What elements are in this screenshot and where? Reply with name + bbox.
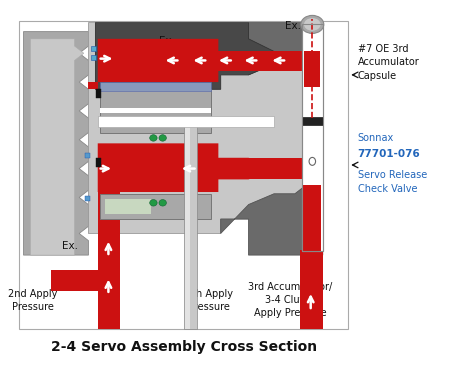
Polygon shape xyxy=(24,31,89,255)
Bar xyxy=(98,116,274,127)
Text: Servo Release
Check Valve: Servo Release Check Valve xyxy=(357,171,427,194)
Bar xyxy=(96,158,101,167)
Text: 3rd Accumulator/
3-4 Clutch
Apply Pressure: 3rd Accumulator/ 3-4 Clutch Apply Pressu… xyxy=(248,282,332,318)
Polygon shape xyxy=(98,39,274,82)
Polygon shape xyxy=(221,23,323,255)
Text: 2-4 Servo Assembly Cross Section: 2-4 Servo Assembly Cross Section xyxy=(51,340,317,354)
Bar xyxy=(304,52,320,87)
Bar xyxy=(219,158,307,179)
Text: Ex.: Ex. xyxy=(284,21,301,31)
Bar xyxy=(51,270,98,291)
Bar xyxy=(100,194,211,219)
Bar xyxy=(91,55,96,60)
Text: Ex.: Ex. xyxy=(62,241,78,251)
Ellipse shape xyxy=(159,135,166,141)
Polygon shape xyxy=(95,23,274,89)
Bar xyxy=(302,25,323,251)
Bar xyxy=(85,196,90,201)
Bar xyxy=(98,192,120,329)
Bar xyxy=(85,153,90,158)
Ellipse shape xyxy=(159,199,166,206)
Polygon shape xyxy=(98,143,274,192)
Bar xyxy=(185,125,190,329)
Bar xyxy=(302,117,323,125)
Bar xyxy=(91,46,96,52)
Ellipse shape xyxy=(304,18,321,31)
Bar xyxy=(304,87,320,118)
Text: 4th Apply
Pressure: 4th Apply Pressure xyxy=(186,288,233,312)
Bar xyxy=(19,21,348,329)
Text: 77701-076: 77701-076 xyxy=(357,149,420,159)
Text: #7 OE 3rd
Accumulator
Capsule: #7 OE 3rd Accumulator Capsule xyxy=(357,44,419,81)
Polygon shape xyxy=(89,23,309,234)
Bar xyxy=(100,108,211,113)
Bar xyxy=(105,199,151,214)
Text: Sonnax: Sonnax xyxy=(357,132,394,142)
Ellipse shape xyxy=(150,135,157,141)
Text: 2nd Apply
Pressure: 2nd Apply Pressure xyxy=(8,288,57,312)
Bar xyxy=(303,185,321,251)
Ellipse shape xyxy=(301,15,324,33)
Polygon shape xyxy=(89,82,98,89)
Bar xyxy=(219,52,307,71)
Ellipse shape xyxy=(309,157,316,165)
Bar xyxy=(183,125,197,329)
Bar xyxy=(96,89,101,98)
Bar xyxy=(304,125,320,183)
Ellipse shape xyxy=(150,199,157,206)
Bar xyxy=(300,250,323,329)
Bar xyxy=(302,25,323,251)
Polygon shape xyxy=(30,39,84,255)
Bar xyxy=(100,89,211,132)
Bar xyxy=(100,82,211,91)
Text: Ex.: Ex. xyxy=(159,36,175,46)
